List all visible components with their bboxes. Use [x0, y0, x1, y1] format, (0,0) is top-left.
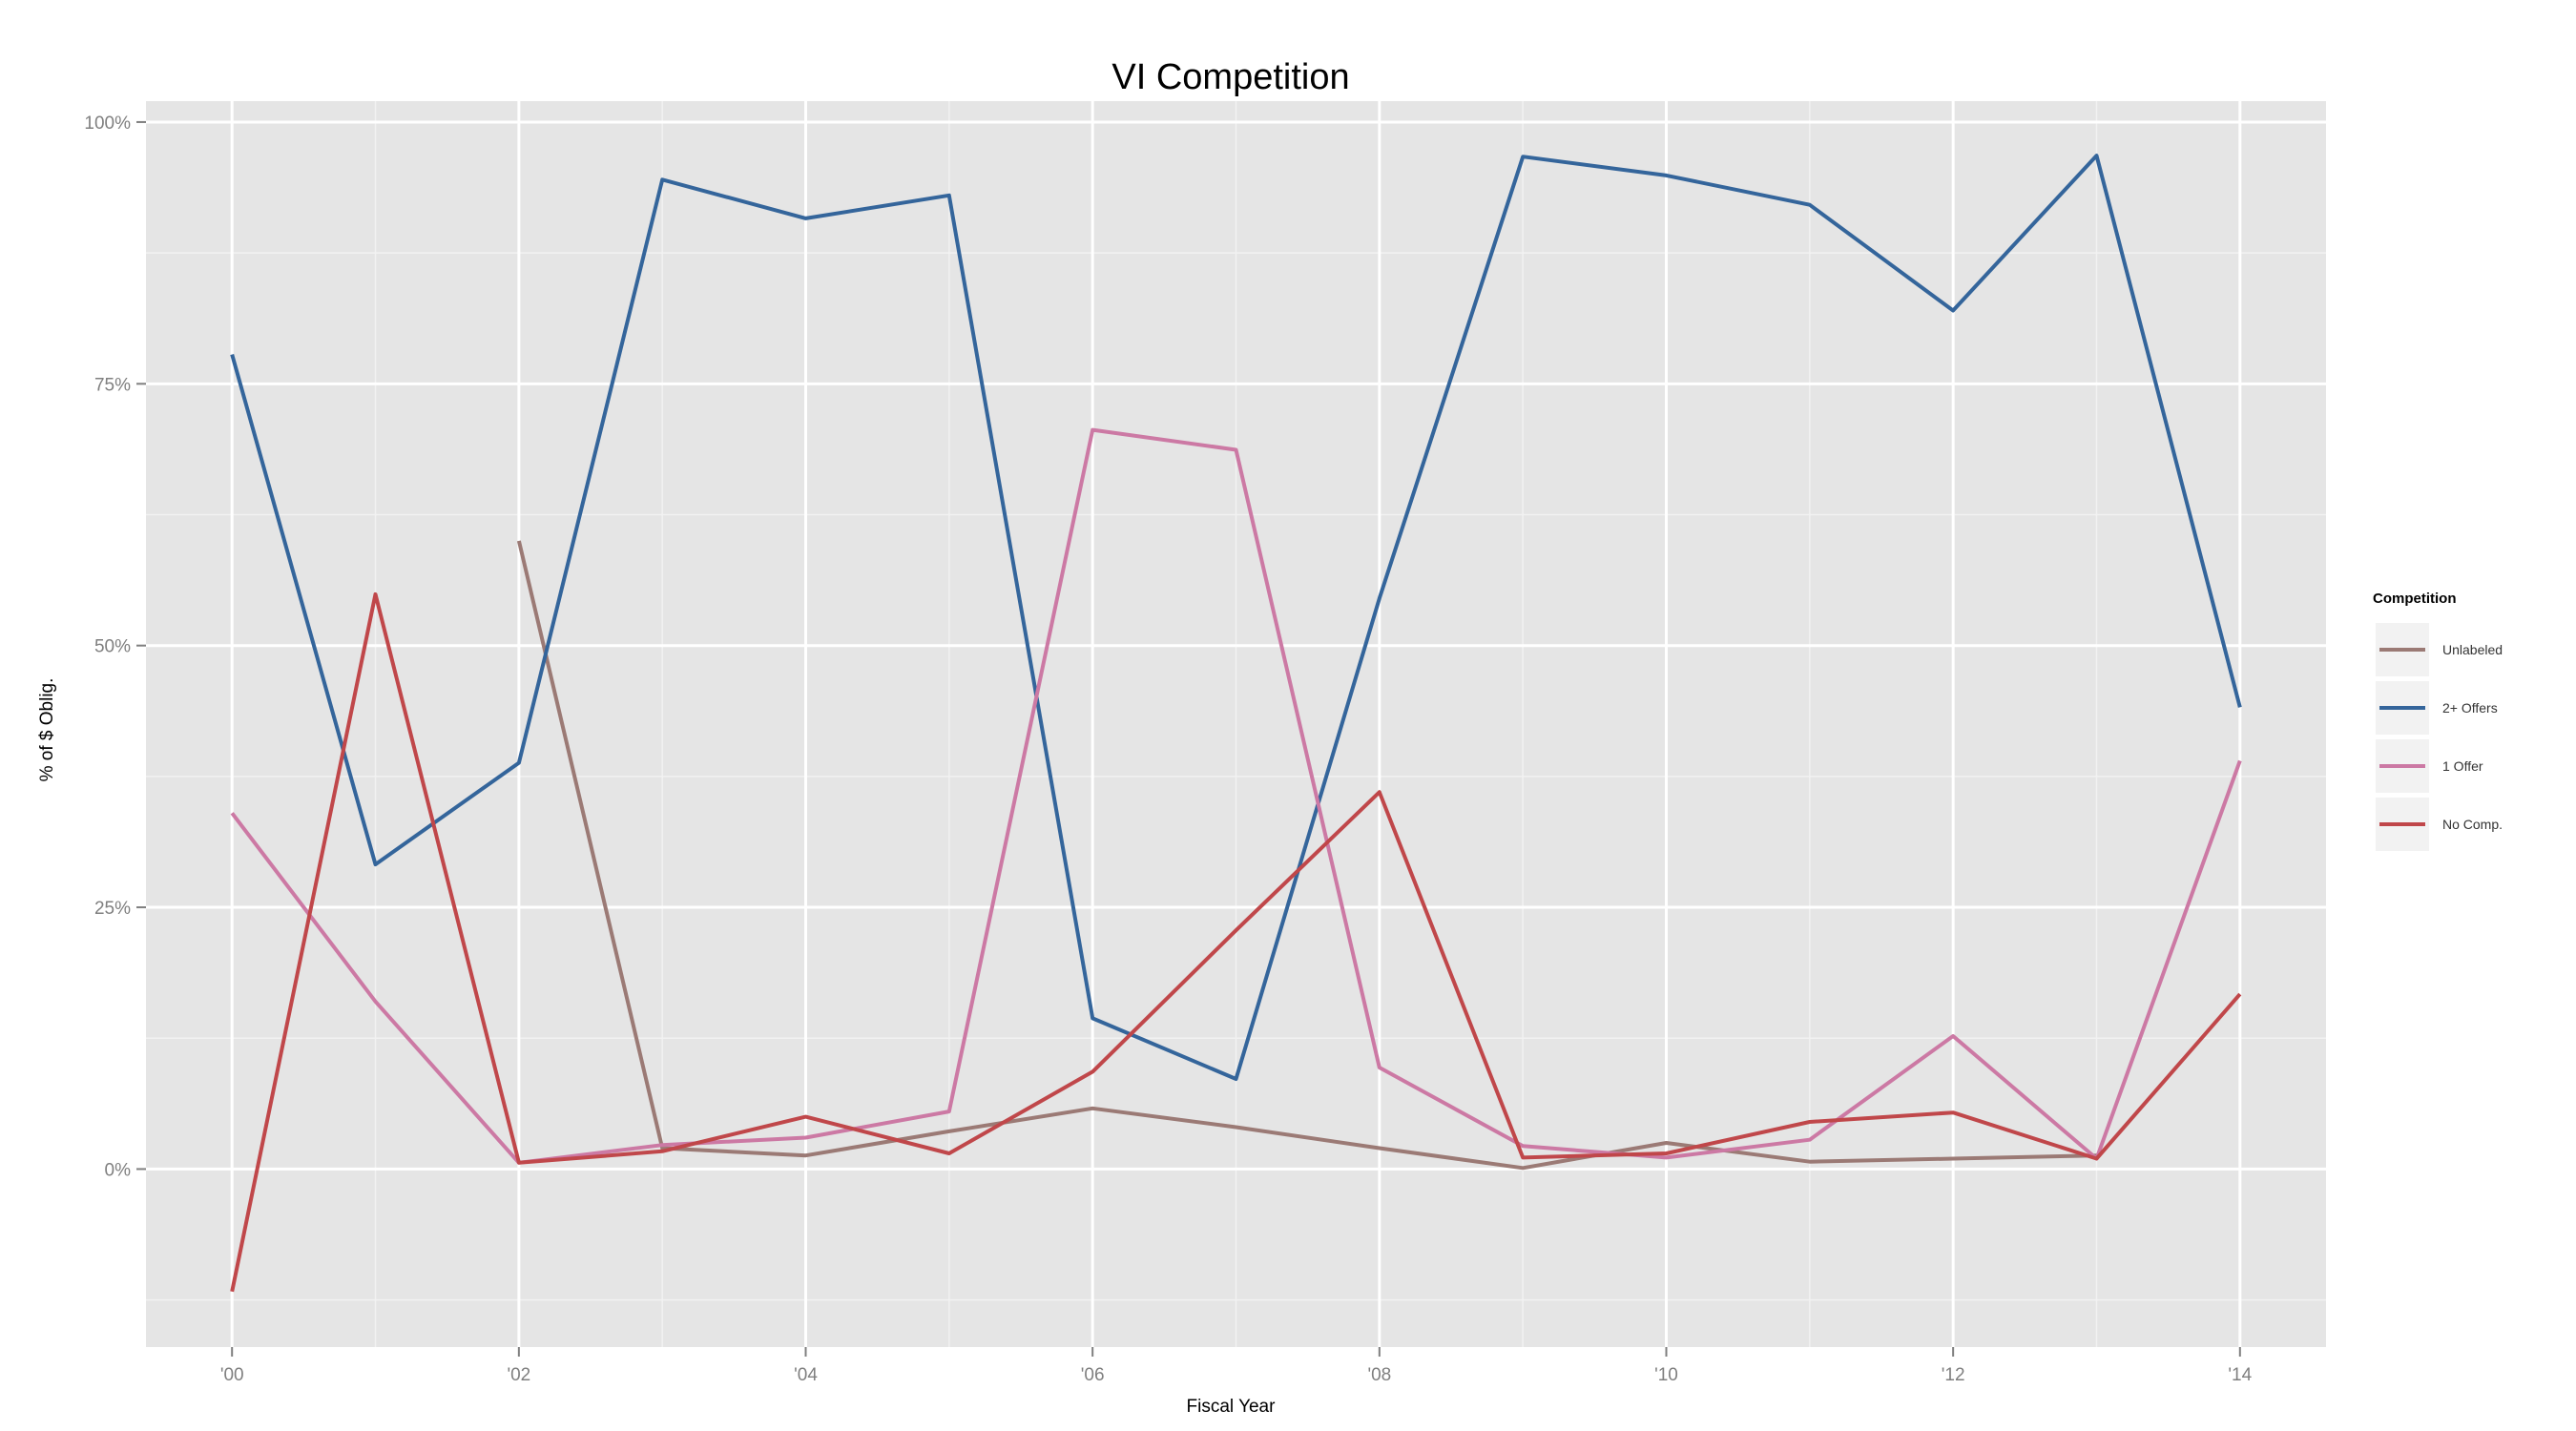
x-axis-label: Fiscal Year: [1187, 1397, 1277, 1417]
y-tick-label: 50%: [94, 637, 131, 657]
y-axis: 0% 25% 50% 75% 100%: [84, 114, 146, 1180]
legend-title: Competition: [2373, 591, 2457, 607]
x-tick-label: '06: [1081, 1365, 1105, 1385]
series-line-2: [230, 427, 2242, 1165]
series-line-1: [230, 154, 2242, 1081]
y-tick-label: 75%: [94, 375, 131, 395]
y-axis-label: % of $ Oblig.: [37, 678, 57, 782]
x-tick-label: '00: [220, 1365, 244, 1385]
legend-label: Unlabeled: [2442, 642, 2503, 657]
x-tick-label: '08: [1367, 1365, 1391, 1385]
x-tick-label: '12: [1942, 1365, 1965, 1385]
y-tick-label: 0%: [105, 1160, 132, 1180]
x-tick-label: '14: [2228, 1365, 2252, 1385]
legend-label: 2+ Offers: [2442, 700, 2498, 716]
legend-items: Unlabeled 2+ Offers 1 Offer No Comp.: [2376, 623, 2503, 851]
legend-label: No Comp.: [2442, 817, 2503, 832]
series-lines: [230, 154, 2242, 1293]
chart-title: VI Competition: [1111, 57, 1349, 97]
series-line-3: [230, 591, 2242, 1293]
x-tick-label: '04: [794, 1365, 818, 1385]
x-tick-label: '02: [507, 1365, 530, 1385]
y-tick-label: 25%: [94, 899, 131, 919]
series-line-0: [516, 540, 2097, 1171]
x-axis: '00 '02 '04 '06 '08 '10 '12 '14: [220, 1347, 2253, 1385]
y-tick-label: 100%: [84, 114, 131, 134]
legend: Competition Unlabeled 2+ Offers 1 Offer No …: [2373, 591, 2503, 851]
x-tick-label: '10: [1654, 1365, 1678, 1385]
legend-label: 1 Offer: [2442, 758, 2483, 774]
